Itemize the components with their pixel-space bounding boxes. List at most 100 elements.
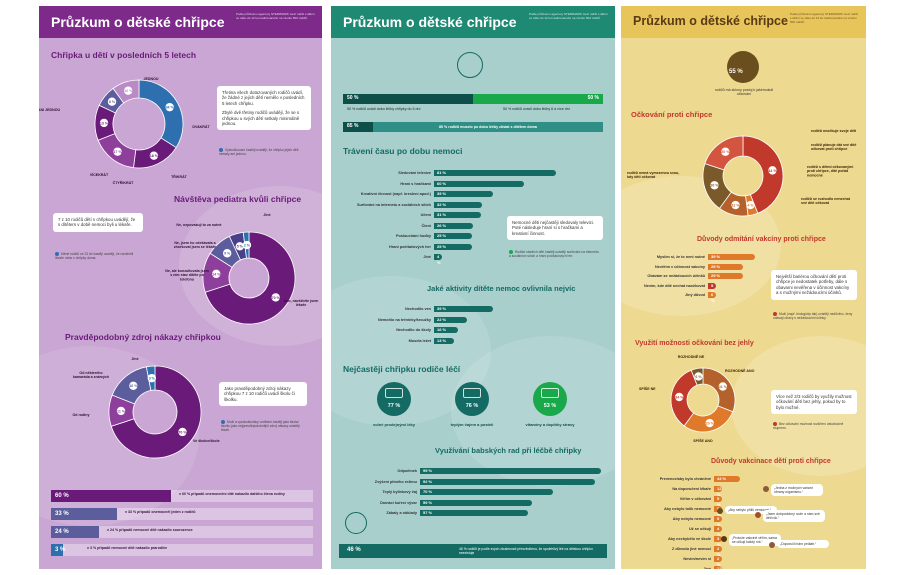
donut-center (724, 157, 762, 195)
bar-label: Domácí kuřecí vývar (380, 500, 417, 505)
split-right (473, 94, 603, 104)
value-badge (222, 249, 232, 258)
stat-row: 24 % v 24 % případů nemocné dítě nakazilo… (51, 526, 313, 538)
bar-label: Musela ležet (408, 338, 431, 343)
data-label: 29 % (711, 273, 721, 278)
mortar-icon (345, 512, 367, 534)
treatment-circle: 76 % (455, 382, 489, 416)
treatment-label: teplým čajem a postelí (450, 422, 494, 427)
value-badge (235, 242, 244, 251)
bar: 13 % (434, 337, 454, 344)
category-label: DVAKRÁT (192, 124, 210, 129)
bar-label: Myslím si, že to není nutné (656, 255, 705, 259)
treatment-value: 77 % (387, 403, 401, 409)
quote-bubble: „Jedna z možných variant obrany organism… (771, 484, 823, 496)
data-label: 13 % (437, 337, 447, 343)
info-box: Nemocné děti nejčastěji sledovaly televi… (507, 216, 603, 241)
category-label: zhoršoval jsem se lékaře (174, 245, 216, 249)
stay-home-value: 85 % (347, 123, 359, 129)
bar-label: Nemohlo na tréninky/kroužky (378, 317, 431, 322)
bar-label: Věřím v očkování (679, 497, 711, 501)
doctor-icon (457, 52, 483, 78)
category-label: lékaře (296, 303, 306, 307)
stat-label: v 24 % případů nemocné dítě nakazilo sou… (107, 528, 193, 532)
data-label: 3 % (149, 377, 156, 381)
data-label: 6 % (695, 375, 702, 379)
data-label: 95 % (423, 468, 433, 473)
bar: 44 % (714, 476, 741, 482)
bar-label: Sledování televize (398, 171, 431, 175)
category-label: SPÍŠE ANO (693, 438, 713, 443)
stat-fill (51, 490, 171, 502)
data-label: 5 % (717, 496, 721, 507)
bar: 4 % (714, 526, 722, 537)
split-left (343, 94, 473, 104)
data-label: 20 % (710, 184, 719, 188)
data-label: 12 % (731, 203, 740, 207)
section-title: Trávení času po dobu nemoci (343, 146, 463, 156)
bottom-stat: 46 % 46 % rodičů je podle svých zkušenos… (339, 544, 607, 558)
data-label: 92 % (423, 478, 433, 484)
section-title: Jaké aktivity dítěte nemoc ovlivnila nej… (427, 284, 576, 293)
bar: 12 % (714, 566, 722, 569)
info-box: Třetina všech dotazovaných rodičů uvádí,… (217, 86, 311, 131)
data-label: 18 % (150, 154, 159, 158)
bar-label: Surfování na internetu a sociálních sítí… (356, 202, 431, 207)
data-label: 32 % (437, 201, 447, 207)
bar-label: Jiný důvod (684, 293, 705, 297)
data-label: 81 % (437, 170, 447, 175)
section-title: Využívání babských rad při léčbě chřipky (435, 446, 582, 455)
treatment-label: vitamíny a doplňky stravy (525, 422, 575, 427)
section-title: Návštěva pediatra kvůli chřipce (174, 194, 302, 204)
bar-label: Hraní počítačových her (389, 244, 431, 249)
panel-yellow: Průzkum o dětské chřipce Podle průzkumu … (621, 6, 866, 569)
bar-label: Nechodilo do školy (396, 328, 431, 332)
side-note: Muži (např. biologicky tak) uvádějí nedů… (773, 312, 857, 320)
category-label: rodičů plánuje dát své dítě (811, 143, 856, 147)
category-label: rodičů se rozhodlo nenechat (801, 197, 851, 201)
value-badge (242, 240, 252, 250)
data-label: 25 % (437, 243, 447, 249)
bottom-stat-value: 46 % (347, 547, 361, 553)
section-title: Chřipka u dětí v posledních 5 letech (51, 50, 197, 60)
info-text: Více než 2/3 rodičů by využily možnost o… (776, 394, 852, 410)
split-right-value: 50 % (587, 95, 599, 101)
note-text: Muži (např. biologicky tak) uvádějí nedů… (773, 312, 853, 321)
data-label: 10 % (124, 89, 133, 93)
category-label: TŘIKRÁT (171, 174, 188, 179)
note-text: Muži a vysokoškolsky vzdělaní častěji ja… (221, 420, 300, 433)
bar: 31 % (434, 212, 481, 218)
value-badge (212, 269, 221, 279)
note-text: Méně rodičů ve 23 let častěji uvádějí, ž… (55, 252, 134, 261)
bar: 92 % (420, 478, 595, 485)
category-label: kamaráda a známých (73, 375, 109, 379)
value-badge (165, 102, 174, 112)
category-label: očkovat proti chřipce (811, 147, 847, 151)
data-label: 26 % (437, 222, 447, 228)
bottom-stat-label: 46 % rodičů je podle svých zkušeností př… (459, 547, 593, 555)
quote-bubble: „Doporučil nám pediatr.“ (777, 540, 829, 548)
data-label: 39 % (711, 254, 721, 259)
bar-label: Kreativní činnost (např. kreslení apod.) (360, 192, 431, 196)
note-text: Vyskočkovaní častěji uváději, že chřipku… (219, 148, 299, 157)
split-left-label: 50 % rodičů uvádí dobu léčby chřipky do … (347, 107, 421, 111)
bar-label: Zábaly a obklady (386, 511, 417, 515)
data-label: 20 % (721, 150, 730, 154)
category-label: rodičů nemá vymezenou svou, (627, 171, 679, 175)
stat-fill (51, 544, 63, 556)
info-box: Více než 2/3 rodičů by využily možnost o… (771, 390, 857, 415)
bar-label: Na doporučení lékaře (672, 487, 711, 491)
section-title: Pravděpodobný zdroj nákazy chřipkou (65, 332, 221, 342)
page-title: Průzkum o dětské chřipce (343, 14, 517, 30)
split-left-value: 50 % (347, 95, 359, 101)
data-label: 16 % (437, 327, 447, 332)
bar-label: Teplý bylinkový čaj (382, 490, 417, 494)
stat-label: v 33 % případů onemocněl jeden z rodičů (125, 510, 196, 514)
panel-teal: Průzkum o dětské chřipce Podle průzkumu … (331, 6, 615, 569)
data-label: 34 % (166, 106, 175, 110)
info-text: Zbylé dvě třetiny rodičů uvádějí, že se … (222, 110, 300, 127)
bar: 70 % (420, 489, 553, 495)
bar-label: Aby nechybělo ve škole (667, 537, 711, 541)
donut-center (230, 259, 268, 297)
